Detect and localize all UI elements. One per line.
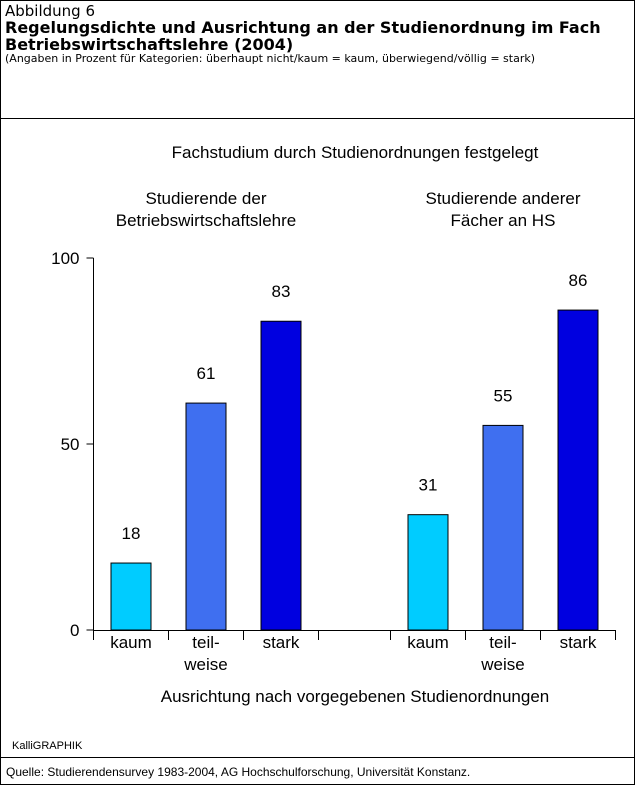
title: Regelungsdichte und Ausrichtung an der S… <box>5 17 601 54</box>
y-tick-label: 50 <box>61 435 80 454</box>
bar <box>110 562 152 631</box>
chart-title: Fachstudium durch Studienordnungen festg… <box>172 143 539 162</box>
value-label: 61 <box>197 364 216 383</box>
value-label: 83 <box>272 282 291 301</box>
category-label: stark <box>560 633 597 652</box>
category-label: kaum <box>407 633 449 652</box>
category-label: stark <box>263 633 300 652</box>
credit: KalliGRAPHIK <box>12 740 83 752</box>
x-axis-label: Ausrichtung nach vorgegebenen Studienord… <box>161 687 549 706</box>
group-label: Studierende anderer Fächer an HS <box>425 189 580 230</box>
bar <box>557 309 599 631</box>
source: Quelle: Studierendensurvey 1983-2004, AG… <box>6 765 470 779</box>
category-label: teil-weise <box>183 633 227 674</box>
category-label: kaum <box>110 633 152 652</box>
value-label: 31 <box>419 476 438 495</box>
bar <box>407 514 449 631</box>
group-label: Studierende der Betriebswirtschaftslehre <box>116 189 296 230</box>
value-label: 86 <box>569 271 588 290</box>
bar <box>185 402 227 631</box>
subtitle: (Angaben in Prozent für Kategorien: über… <box>5 52 536 66</box>
category-label: teil-weise <box>480 633 524 674</box>
y-tick-label: 100 <box>51 249 79 268</box>
bar <box>482 424 524 631</box>
header: Abbildung 6 Regelungsdichte und Ausricht… <box>5 2 627 66</box>
y-tick-label: 0 <box>70 621 79 640</box>
value-label: 55 <box>494 386 513 405</box>
bar <box>260 320 302 631</box>
figure-label: Abbildung 6 <box>5 2 96 20</box>
value-label: 18 <box>122 524 141 543</box>
